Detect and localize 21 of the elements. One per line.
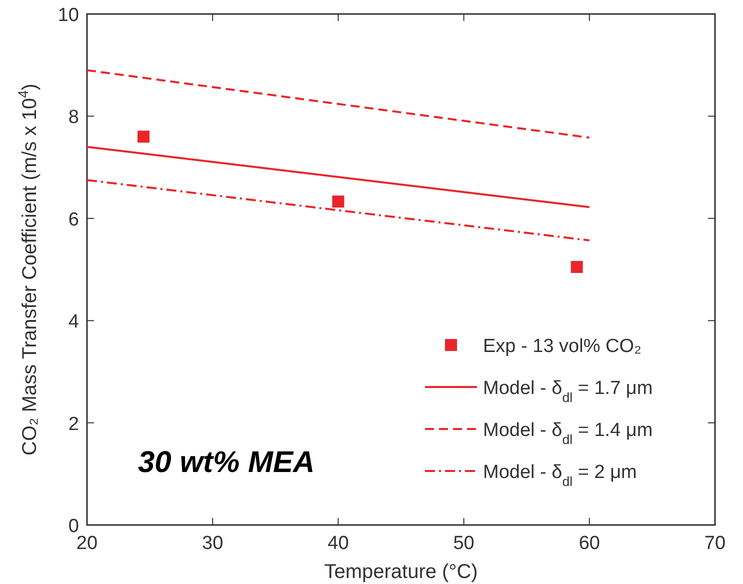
y-tick-label: 0 [68, 516, 79, 537]
y-tick-label: 10 [58, 5, 79, 26]
legend-label: Model - δ$_{dl}$ = 1.7 μm [483, 378, 653, 404]
x-tick-label: 20 [76, 533, 98, 554]
point [332, 196, 344, 208]
legend-label: Model - δ$_{dl}$ = 1.4 μm [483, 420, 653, 446]
x-tick-label: 40 [328, 533, 349, 554]
point [570, 260, 583, 273]
y-tick-label: 8 [68, 107, 79, 128]
legend-label: Exp - 13 vol% CO₂ [483, 336, 642, 357]
legend-label: Model - δ$_{dl}$ = 2 μm [483, 462, 637, 488]
point [138, 130, 150, 143]
y-tick-label: 2 [68, 414, 79, 435]
x-axis-title: Temperature (°C) [324, 561, 478, 583]
y-tick-label: 6 [68, 209, 79, 230]
annotation: 30 wt% MEA [138, 446, 315, 479]
x-tick-label: 30 [202, 533, 224, 554]
x-tick-label: 70 [704, 533, 726, 554]
x-tick-label: 50 [453, 533, 474, 554]
x-tick-label: 60 [578, 533, 600, 554]
y-tick-label: 4 [68, 312, 80, 333]
